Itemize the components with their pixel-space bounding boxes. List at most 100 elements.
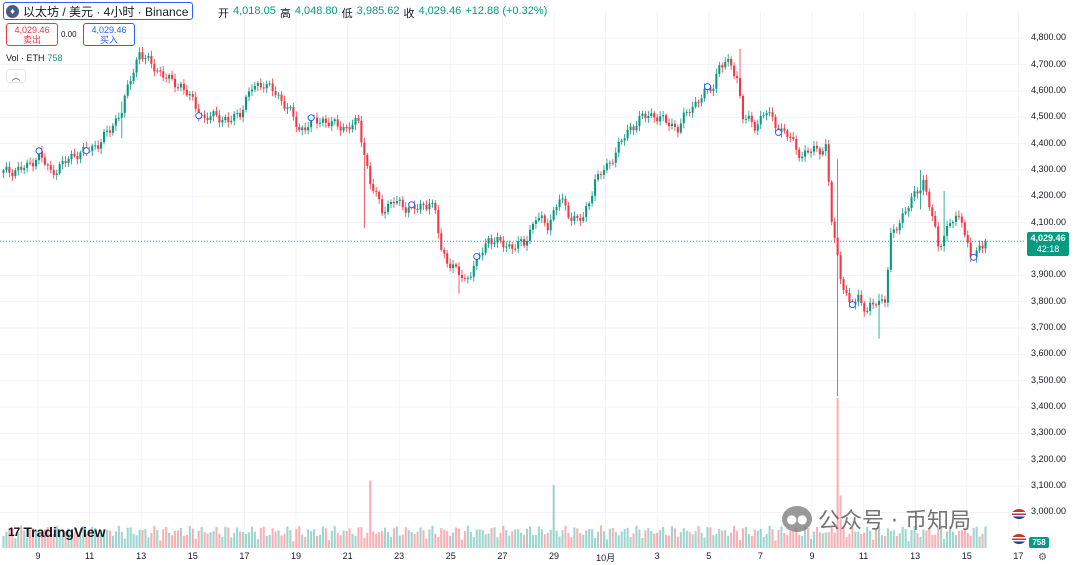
candle-body: [579, 217, 582, 221]
event-marker-icon[interactable]: [970, 253, 978, 261]
candle-body: [378, 192, 381, 200]
candle-body: [528, 229, 532, 241]
volume-bar: [179, 527, 182, 548]
candle-body: [499, 236, 502, 241]
collapse-legend-button[interactable]: ︿: [6, 69, 26, 83]
volume-bar: [188, 526, 191, 548]
volume-bar: [76, 534, 79, 548]
candle-body: [676, 126, 679, 133]
volume-bar: [247, 532, 251, 548]
volume-bar: [455, 527, 458, 548]
volume-bar: [617, 535, 620, 548]
candle-body: [783, 128, 786, 131]
volume-bar: [750, 536, 753, 548]
candle-body: [357, 118, 360, 121]
candle-body: [123, 95, 126, 113]
candle-body: [833, 221, 836, 238]
volume-bar: [351, 533, 354, 548]
event-marker-icon[interactable]: [307, 114, 315, 122]
candle-body: [76, 156, 79, 160]
volume-bar: [55, 525, 58, 548]
candle-body: [91, 145, 94, 152]
price-scale-label: 3,900.00: [1031, 269, 1067, 280]
volume-bar: [650, 531, 653, 548]
volume-bar: [14, 538, 17, 548]
candle-body: [747, 115, 750, 119]
candle-body: [460, 274, 463, 279]
candle-body: [304, 127, 307, 131]
volume-bar: [821, 533, 824, 548]
event-marker-icon[interactable]: [703, 83, 711, 91]
time-axis-label: 13: [136, 551, 147, 561]
candle-body: [863, 303, 866, 312]
volume-bar: [809, 538, 813, 548]
us-flag-icon[interactable]: [1012, 534, 1026, 544]
candle-body: [765, 113, 768, 116]
us-flag-icon[interactable]: [1012, 509, 1026, 519]
volume-bar: [147, 537, 150, 548]
volume-bar: [546, 532, 549, 548]
volume-bar: [925, 530, 928, 548]
candle-body: [58, 164, 61, 174]
candle-body: [268, 83, 271, 85]
volume-bar: [928, 529, 931, 548]
buy-button[interactable]: 4,029.46 买入: [83, 23, 135, 46]
event-marker-icon[interactable]: [195, 112, 203, 120]
candle-body: [934, 215, 937, 227]
candle-body: [827, 144, 830, 182]
volume-bar: [466, 525, 469, 548]
volume-bar: [431, 525, 434, 548]
volume-bar: [230, 537, 233, 548]
candle-body: [520, 239, 523, 242]
candle-body: [898, 223, 901, 231]
candle-body: [342, 127, 345, 131]
volume-bar: [984, 526, 987, 548]
volume-bar: [117, 525, 120, 548]
tradingview-logo[interactable]: 17 TradingView: [8, 524, 106, 540]
volume-bar: [555, 530, 558, 548]
volume-bar: [271, 528, 274, 548]
volume-bar: [280, 535, 283, 548]
candle-body: [860, 294, 863, 304]
gear-icon[interactable]: ⚙: [1038, 552, 1047, 563]
candle-body: [673, 123, 676, 127]
volume-legend[interactable]: Vol · ETH 758: [6, 53, 63, 63]
volume-bar: [138, 529, 141, 548]
low-value: 3,985.62: [356, 5, 400, 17]
candle-body: [537, 217, 540, 221]
candle-body: [753, 121, 756, 131]
event-marker-icon[interactable]: [35, 147, 43, 155]
volume-bar: [502, 525, 505, 548]
volume-bar: [82, 526, 85, 548]
sell-button[interactable]: 4,029.46 卖出: [6, 23, 58, 46]
open-label: 开: [218, 8, 229, 20]
volume-bar: [218, 533, 221, 548]
price-scale-label: 4,500.00: [1031, 111, 1067, 122]
event-marker-icon[interactable]: [848, 301, 856, 309]
candle-body: [523, 239, 526, 246]
candle-body: [363, 142, 366, 155]
candle-body: [759, 116, 762, 125]
candle-body: [64, 161, 67, 164]
candle-body: [108, 130, 112, 133]
candle-body: [694, 101, 697, 107]
symbol-title[interactable]: ♦ 以太坊 / 美元 · 4小时 · Binance: [3, 2, 194, 20]
candle-body: [386, 203, 390, 212]
volume-bar: [679, 532, 682, 548]
volume-bar: [162, 529, 165, 548]
candle-body: [978, 245, 981, 251]
event-marker-icon[interactable]: [774, 128, 782, 136]
volume-bar: [629, 537, 632, 548]
event-marker-icon[interactable]: [408, 201, 416, 209]
candle-body: [156, 70, 159, 72]
candle-body: [247, 91, 251, 97]
candle-body: [875, 304, 878, 306]
volume-bar: [250, 526, 253, 548]
buy-price: 4,029.46: [91, 25, 127, 35]
candle-body: [271, 83, 274, 92]
event-marker-icon[interactable]: [473, 253, 481, 261]
volume-bar: [224, 526, 227, 548]
event-marker-icon[interactable]: [82, 147, 90, 155]
